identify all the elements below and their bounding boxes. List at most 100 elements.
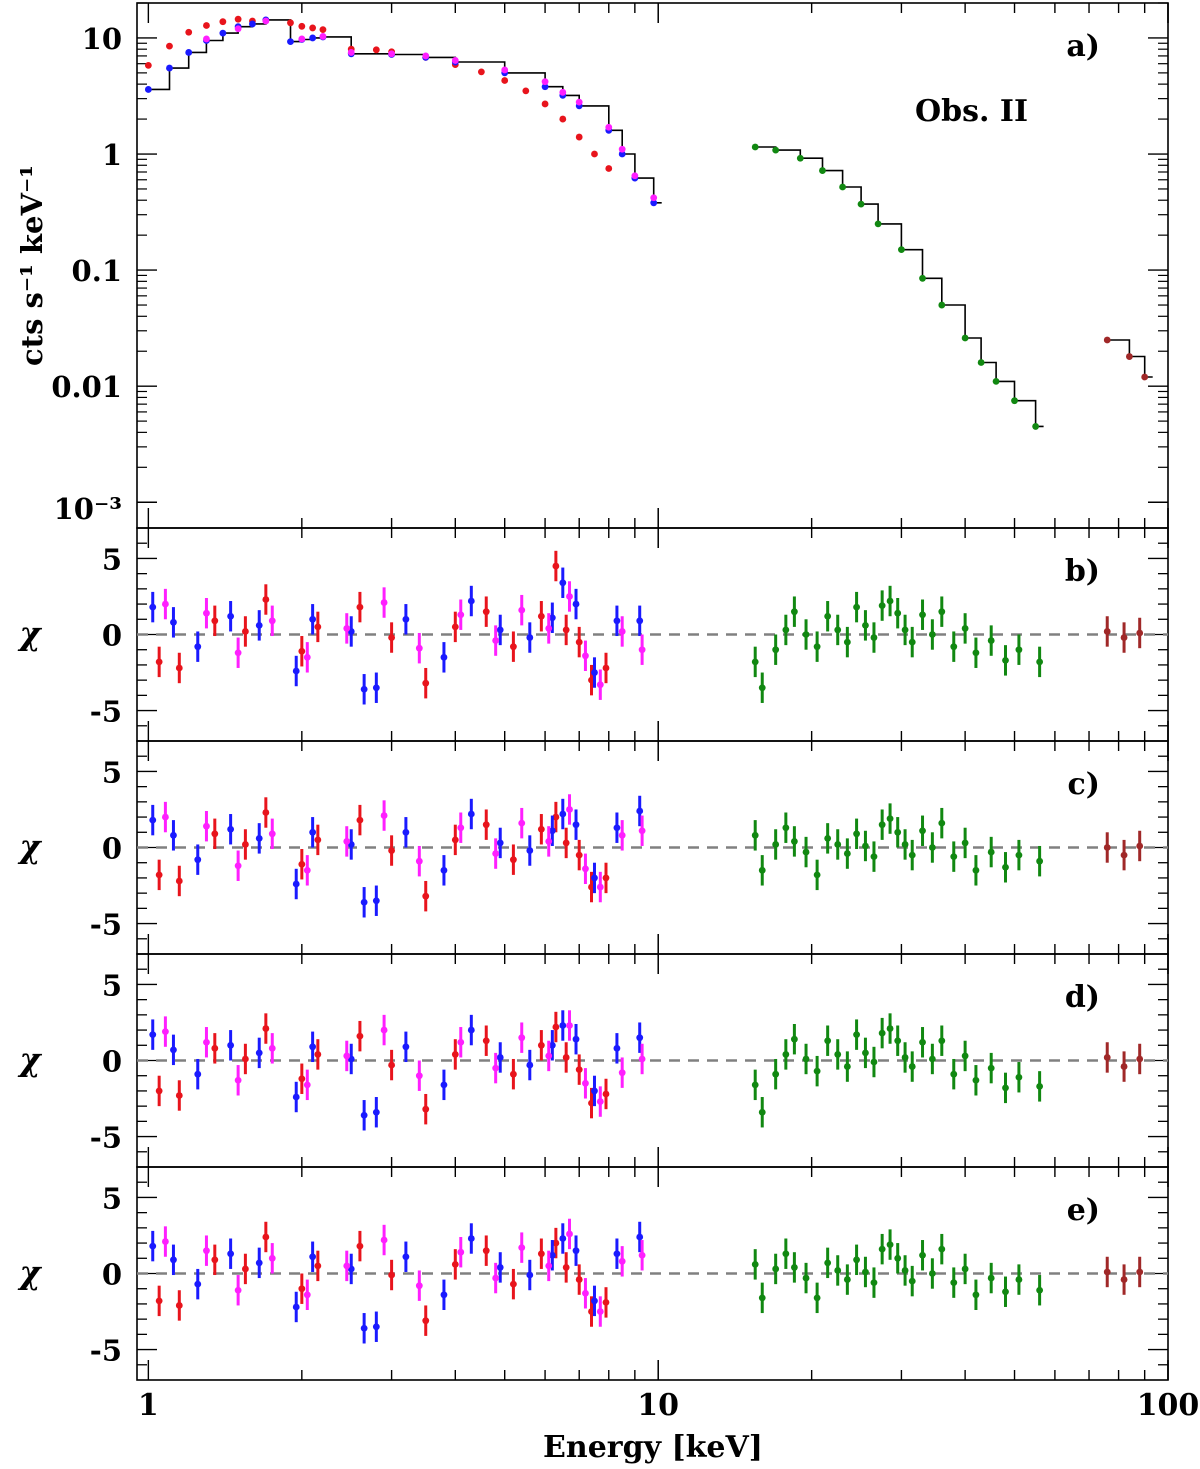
y-tick-label: 5 xyxy=(102,1181,122,1215)
y-tick-label: -5 xyxy=(90,1121,122,1155)
data-point xyxy=(161,1238,169,1245)
series-brown xyxy=(1103,1042,1144,1082)
data-point xyxy=(402,1043,410,1051)
data-point xyxy=(219,18,227,26)
y-axis-label: χ xyxy=(17,1041,42,1079)
data-point xyxy=(415,1282,423,1290)
data-point xyxy=(1002,1084,1009,1092)
data-point xyxy=(526,634,534,641)
data-point xyxy=(950,853,958,861)
y-axis-label: χ xyxy=(17,1254,42,1292)
data-point xyxy=(211,1044,219,1052)
data-point xyxy=(492,1064,500,1072)
data-point xyxy=(928,844,936,851)
data-point xyxy=(602,1090,610,1098)
data-point xyxy=(1002,863,1009,871)
data-point xyxy=(853,1031,860,1039)
data-point xyxy=(618,831,626,839)
data-point xyxy=(874,220,882,228)
data-point xyxy=(360,685,368,693)
data-point xyxy=(613,1250,621,1258)
data-point xyxy=(819,167,826,174)
data-point xyxy=(545,625,553,632)
data-point xyxy=(972,1291,980,1299)
series-magenta xyxy=(161,581,646,700)
data-point xyxy=(987,1064,995,1072)
series-magenta xyxy=(203,17,658,202)
data-point xyxy=(440,1291,448,1299)
data-point xyxy=(886,815,894,822)
data-point xyxy=(772,146,780,154)
data-point xyxy=(1015,1276,1023,1283)
data-point xyxy=(303,1081,311,1089)
data-point xyxy=(194,856,202,864)
data-point xyxy=(175,877,183,885)
data-point xyxy=(602,874,610,882)
data-point xyxy=(843,1276,851,1283)
data-point xyxy=(631,172,639,180)
data-point xyxy=(972,866,980,874)
data-point xyxy=(526,1271,534,1279)
data-point xyxy=(548,827,556,835)
data-point xyxy=(650,194,658,202)
data-point xyxy=(203,22,210,29)
data-point xyxy=(545,1262,553,1270)
y-tick-label: -5 xyxy=(90,908,122,942)
data-point xyxy=(185,49,193,56)
data-point xyxy=(596,681,604,689)
data-point xyxy=(268,1044,276,1052)
panel-label: a) xyxy=(1066,29,1100,64)
data-point xyxy=(853,1256,860,1264)
data-point xyxy=(559,115,567,123)
data-point xyxy=(372,897,380,905)
data-point xyxy=(292,880,300,888)
data-point xyxy=(961,334,969,342)
data-point xyxy=(467,1235,475,1242)
data-point xyxy=(894,828,902,836)
data-point xyxy=(526,1061,534,1069)
data-point xyxy=(309,34,317,42)
data-point xyxy=(467,597,475,605)
data-point xyxy=(255,1049,263,1057)
data-point xyxy=(636,617,644,625)
data-point xyxy=(249,20,256,28)
panel-d: 5 0 -5 χ d) xyxy=(17,953,1169,1168)
data-point xyxy=(596,883,604,891)
data-point xyxy=(234,1286,242,1294)
data-point xyxy=(758,1108,766,1116)
data-point xyxy=(234,862,242,870)
data-point xyxy=(602,1299,610,1306)
data-point xyxy=(360,898,368,906)
data-point xyxy=(372,684,380,692)
data-point xyxy=(422,1317,430,1325)
data-point xyxy=(618,628,626,635)
data-point xyxy=(878,821,886,829)
data-point xyxy=(298,35,306,43)
data-point xyxy=(950,1070,958,1078)
data-point xyxy=(591,874,598,882)
data-point xyxy=(824,1037,832,1045)
data-point xyxy=(234,15,242,23)
data-point xyxy=(591,669,598,676)
y-tick-label: 5 xyxy=(102,968,122,1002)
data-point xyxy=(894,1037,902,1045)
data-point xyxy=(457,1038,465,1046)
data-point xyxy=(1015,646,1023,654)
data-point xyxy=(1011,397,1018,405)
data-point xyxy=(638,1055,646,1063)
data-point xyxy=(155,871,163,879)
y-tick-label: 5 xyxy=(102,755,122,789)
data-point xyxy=(1136,1055,1144,1063)
data-point xyxy=(824,612,832,620)
data-point xyxy=(234,1076,242,1084)
data-point xyxy=(482,1037,490,1045)
data-point xyxy=(388,634,396,641)
data-point xyxy=(824,834,832,842)
data-point xyxy=(813,1294,821,1302)
data-point xyxy=(149,603,157,611)
data-point xyxy=(319,26,327,33)
data-point xyxy=(537,1250,545,1258)
data-point xyxy=(255,621,263,629)
series-green xyxy=(751,585,1044,703)
data-point xyxy=(314,1262,322,1270)
